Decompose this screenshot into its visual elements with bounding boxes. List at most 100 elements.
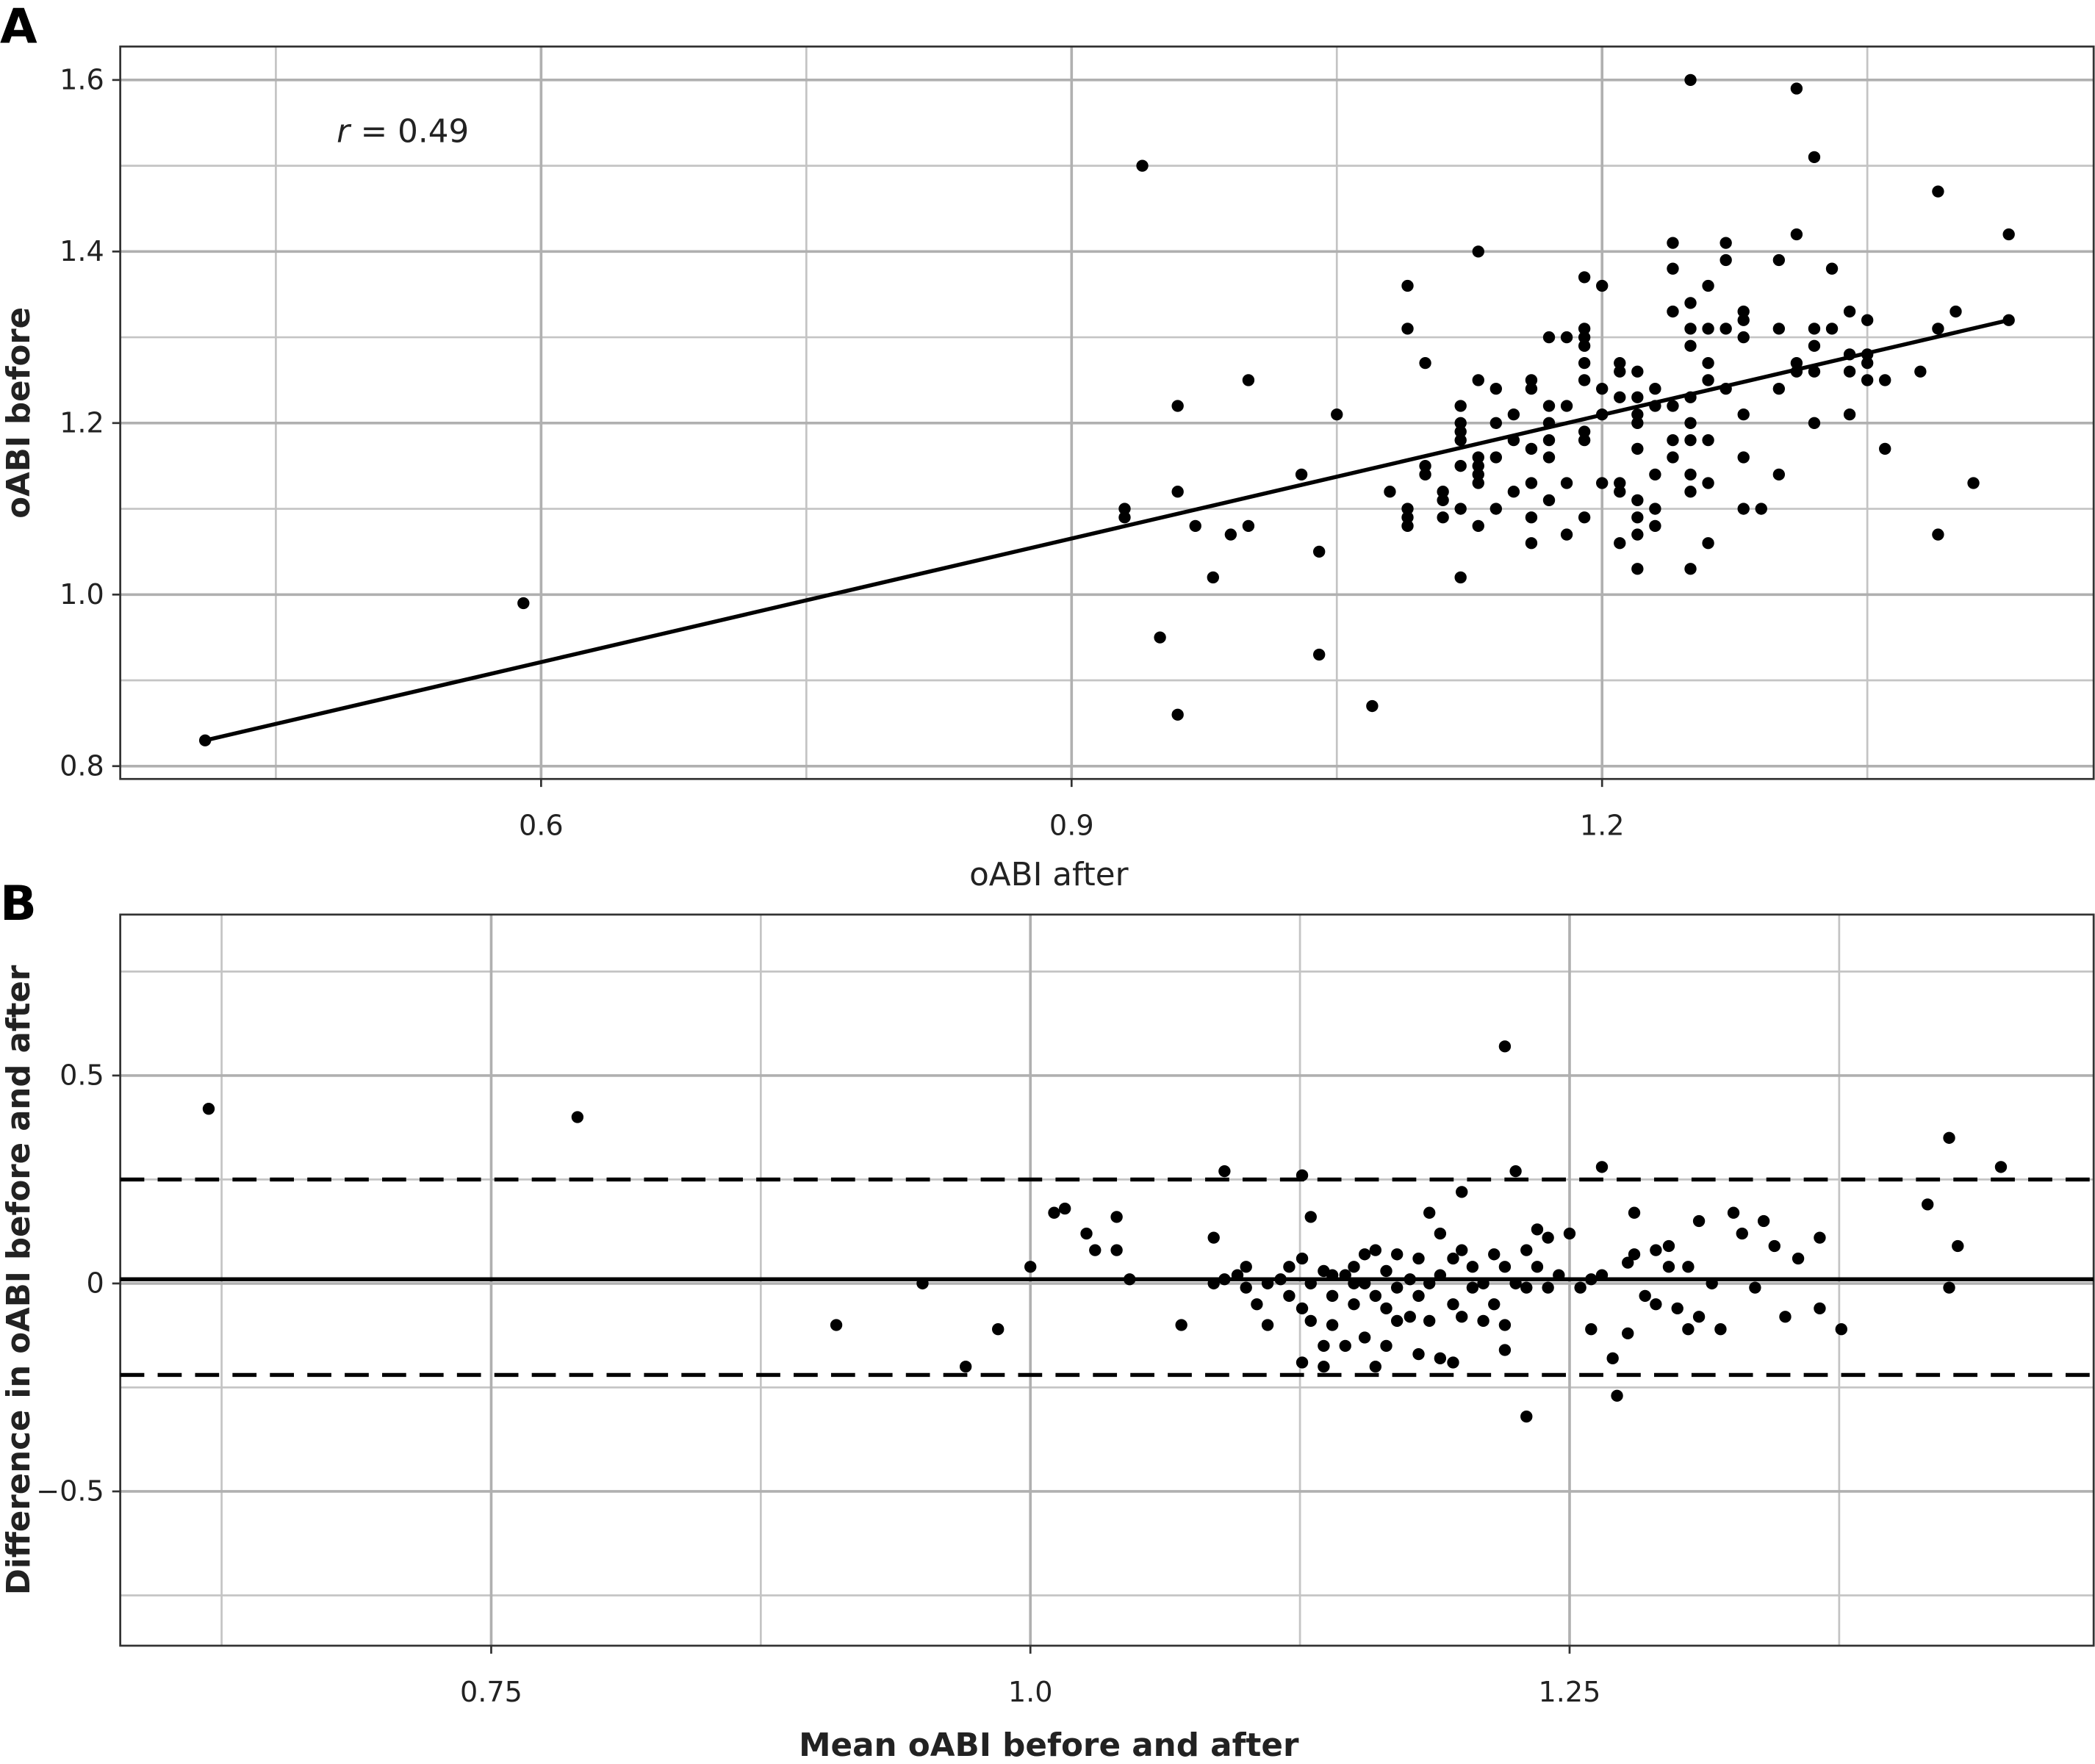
data-point — [1578, 511, 1591, 524]
data-point — [1437, 494, 1449, 507]
data-point — [1171, 400, 1184, 412]
data-point — [1124, 1273, 1136, 1286]
data-point — [1684, 297, 1697, 309]
data-point — [1525, 511, 1538, 524]
data-point — [1560, 477, 1573, 489]
data-point — [1312, 545, 1326, 558]
data-point — [1326, 1289, 1339, 1303]
data-point — [1348, 1298, 1360, 1311]
data-point — [1447, 1298, 1459, 1311]
data-point — [1390, 1248, 1404, 1261]
data-point — [1720, 253, 1732, 267]
data-point — [1560, 400, 1573, 412]
data-point — [1702, 434, 1714, 447]
data-point — [1242, 519, 1255, 533]
data-point — [1390, 1281, 1404, 1294]
data-point — [1240, 1281, 1252, 1294]
data-point — [1531, 1223, 1544, 1236]
data-point — [1466, 1281, 1479, 1294]
data-point — [1404, 1273, 1416, 1286]
data-point — [1950, 305, 1962, 318]
data-point — [1622, 1256, 1634, 1269]
data-point — [1861, 348, 1874, 361]
y-axis-title: Difference in oABI before and after — [1, 965, 37, 1595]
data-point — [1560, 528, 1573, 541]
y-tick-label: 1.4 — [60, 235, 104, 267]
data-point — [1578, 339, 1591, 352]
data-point — [1509, 1277, 1522, 1290]
data-point — [1175, 1319, 1187, 1331]
data-point — [1118, 503, 1131, 515]
data-point — [571, 1111, 584, 1123]
data-point — [517, 597, 530, 610]
data-point — [1792, 1252, 1805, 1265]
data-point — [198, 734, 212, 746]
data-point — [1808, 365, 1821, 378]
y-tick-label: 1.0 — [60, 578, 104, 611]
data-point — [1331, 408, 1343, 421]
data-point — [1943, 1281, 1955, 1294]
data-point — [1419, 356, 1431, 370]
data-point — [916, 1277, 929, 1290]
data-point — [1472, 519, 1484, 533]
data-point — [1614, 486, 1626, 498]
data-point — [1295, 468, 1308, 480]
y-tick-label: 0 — [87, 1267, 104, 1300]
data-point — [1879, 442, 1891, 455]
data-point — [1318, 1339, 1330, 1352]
data-point — [1488, 1248, 1501, 1261]
data-point — [1614, 365, 1626, 378]
y-axis-title: oABI before — [1, 307, 37, 519]
data-point — [1542, 434, 1556, 447]
data-point — [1825, 262, 1839, 275]
data-point — [1348, 1277, 1360, 1290]
data-point — [1304, 1277, 1317, 1290]
data-point — [1434, 1269, 1447, 1281]
data-point — [1520, 1281, 1533, 1294]
data-point — [1454, 434, 1467, 447]
data-point — [1326, 1319, 1339, 1331]
data-point — [1560, 331, 1573, 344]
data-point — [1542, 400, 1556, 412]
y-tick-label: −0.5 — [36, 1475, 104, 1508]
data-point — [1639, 1289, 1651, 1303]
data-point — [1472, 245, 1484, 258]
data-point — [1110, 1244, 1123, 1256]
data-point — [1171, 708, 1184, 721]
data-point — [1737, 408, 1750, 421]
data-point — [1454, 571, 1467, 584]
data-point — [1684, 563, 1697, 575]
data-point — [1490, 503, 1503, 515]
data-point — [1218, 1164, 1231, 1178]
data-point — [1304, 1314, 1317, 1328]
y-tick-label: 1.6 — [60, 64, 104, 96]
data-point — [1790, 228, 1803, 241]
data-point — [1727, 1206, 1740, 1219]
data-point — [1434, 1352, 1447, 1364]
data-point — [1790, 365, 1803, 378]
data-point — [1631, 391, 1644, 403]
data-point — [1472, 460, 1484, 472]
data-point — [1419, 468, 1431, 480]
data-point — [1631, 417, 1644, 429]
data-point — [1578, 356, 1591, 370]
data-point — [1861, 374, 1874, 386]
data-point — [1456, 1244, 1468, 1256]
data-point — [1136, 159, 1149, 172]
data-point — [1242, 374, 1255, 386]
data-point — [1507, 486, 1520, 498]
data-point — [1525, 477, 1538, 489]
data-point — [1667, 400, 1679, 412]
data-point — [1477, 1277, 1490, 1290]
data-point — [1380, 1339, 1393, 1352]
data-point — [1488, 1298, 1501, 1311]
data-point — [1684, 73, 1697, 86]
annotation-symbol: r — [337, 114, 352, 151]
data-point — [1737, 314, 1750, 326]
data-point — [1348, 1261, 1360, 1273]
data-point — [1498, 1344, 1512, 1356]
y-tick-label: 1.2 — [60, 407, 104, 439]
data-point — [1737, 503, 1750, 515]
